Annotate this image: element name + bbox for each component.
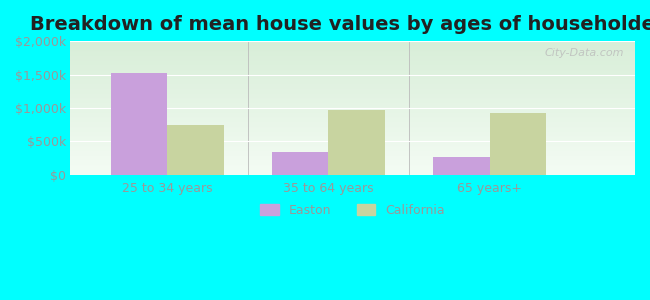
Bar [328,110,385,175]
Bar [490,113,546,175]
Text: City-Data.com: City-Data.com [544,48,624,58]
Bar [167,125,224,175]
Title: Breakdown of mean house values by ages of householders: Breakdown of mean house values by ages o… [30,15,650,34]
Bar [272,152,328,175]
Legend: Easton, California: Easton, California [255,199,450,222]
Bar [434,157,490,175]
Bar [111,73,167,175]
